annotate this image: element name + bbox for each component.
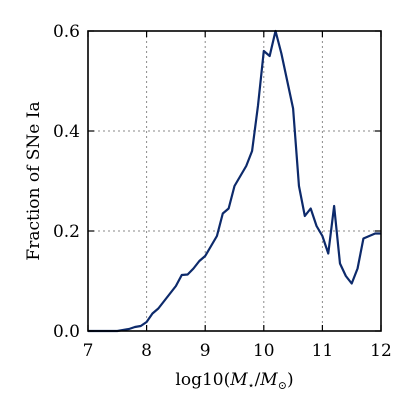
x-axis-label-slash: / <box>255 370 261 390</box>
series-line <box>88 29 381 333</box>
y-tick-label: 0.2 <box>53 222 80 242</box>
x-tick-label: 10 <box>253 341 275 361</box>
x-axis-label-prefix: log10( <box>175 370 230 390</box>
x-axis-label: log10(M⋆/M⊙) <box>175 370 293 392</box>
y-tick-labels: 0.0 0.2 0.4 0.6 <box>53 22 80 342</box>
x-axis-label-sun-sub: ⊙ <box>278 379 287 392</box>
y-axis-label: Fraction of SNe Ia <box>24 101 44 260</box>
x-axis-label-star-sub: ⋆ <box>248 379 255 392</box>
x-tick-labels: 7 8 9 10 11 12 <box>83 341 392 361</box>
y-tick-label: 0.0 <box>53 322 80 342</box>
x-axis-label-suffix: ) <box>287 370 294 390</box>
x-axis-label-mstar: M <box>229 370 248 390</box>
axis-ticks <box>87 30 382 332</box>
x-tick-label: 9 <box>200 341 211 361</box>
plot-frame <box>87 30 382 332</box>
grid-lines <box>88 31 381 331</box>
y-tick-label: 0.6 <box>53 22 80 42</box>
x-tick-label: 7 <box>83 341 94 361</box>
x-tick-label: 11 <box>312 341 334 361</box>
y-tick-label: 0.4 <box>53 122 80 142</box>
x-tick-label: 12 <box>370 341 392 361</box>
x-axis-label-msun: M <box>259 370 278 390</box>
x-tick-label: 8 <box>141 341 152 361</box>
